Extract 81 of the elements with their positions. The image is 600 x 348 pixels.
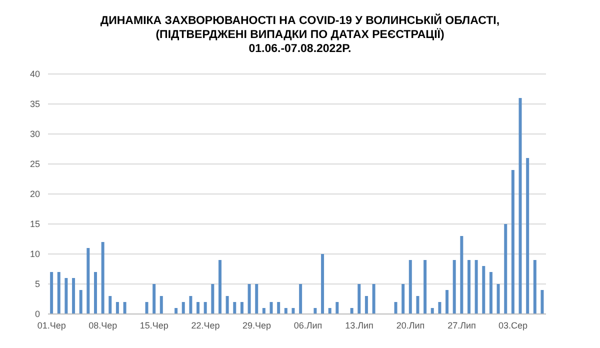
x-tick-label: 01.Чер	[37, 320, 66, 330]
bar	[482, 266, 486, 314]
bar	[182, 302, 185, 314]
bar	[358, 284, 361, 314]
bar	[511, 170, 514, 314]
bar	[504, 224, 508, 314]
bar	[270, 302, 273, 314]
bar	[540, 290, 544, 314]
bar	[402, 284, 405, 314]
bar	[196, 302, 200, 314]
x-tick-label: 27.Лип	[448, 320, 476, 330]
y-tick-label: 35	[30, 99, 40, 110]
bar	[496, 284, 500, 314]
bar	[372, 284, 376, 314]
bar	[204, 302, 207, 314]
bar	[408, 260, 412, 314]
bar	[416, 296, 420, 314]
x-tick-label: 29.Чер	[242, 320, 271, 330]
bar	[123, 302, 126, 314]
bar	[189, 296, 192, 314]
bar	[86, 248, 90, 314]
bar	[364, 296, 368, 314]
x-tick-label: 13.Лип	[345, 320, 374, 330]
bar	[489, 272, 492, 314]
bar	[226, 296, 229, 314]
y-tick-label: 25	[30, 159, 40, 170]
bar	[57, 272, 60, 314]
x-tick-label: 08.Чер	[88, 320, 118, 330]
y-tick-label: 10	[30, 249, 40, 260]
x-tick-label: 06.Лип	[294, 320, 322, 330]
bar	[152, 284, 156, 314]
bar	[64, 278, 68, 314]
x-tick-label: 20.Лип	[396, 320, 425, 330]
bar	[248, 284, 251, 314]
bar	[145, 302, 148, 314]
bar	[452, 260, 456, 314]
bar	[284, 308, 288, 314]
bar	[438, 302, 442, 314]
y-tick-label: 30	[30, 129, 40, 140]
bar	[314, 308, 317, 314]
bar	[424, 260, 427, 314]
bar	[292, 308, 295, 314]
bar	[72, 278, 76, 314]
bar	[277, 302, 280, 314]
bar	[233, 302, 236, 314]
bar	[474, 260, 478, 314]
bar	[328, 308, 332, 314]
y-tick-label: 20	[30, 189, 40, 200]
bar	[321, 254, 324, 314]
bar	[262, 308, 266, 314]
bar	[467, 260, 470, 314]
bar	[350, 308, 354, 314]
bar	[394, 302, 398, 314]
bar	[240, 302, 244, 314]
bar	[446, 290, 449, 314]
bar	[174, 308, 178, 314]
bar	[116, 302, 119, 314]
x-tick-label: 03.Сер	[498, 320, 528, 330]
bar	[218, 260, 222, 314]
bar	[336, 302, 339, 314]
y-tick-label: 0	[34, 309, 40, 320]
bar	[160, 296, 163, 314]
bar	[460, 236, 464, 314]
bar	[50, 272, 54, 314]
y-tick-label: 5	[34, 279, 40, 290]
x-tick-label: 15.Чер	[140, 320, 168, 330]
bar	[79, 290, 82, 314]
bar	[255, 284, 258, 314]
x-tick-label: 22.Чер	[191, 320, 220, 330]
bar	[101, 242, 104, 314]
bar	[518, 98, 522, 314]
bar	[299, 284, 302, 314]
bar	[94, 272, 97, 314]
bar	[430, 308, 434, 314]
bar	[211, 284, 214, 314]
bar	[526, 158, 530, 314]
y-tick-label: 40	[30, 69, 40, 80]
y-tick-label: 15	[30, 219, 40, 230]
bar	[533, 260, 536, 314]
bar	[108, 296, 112, 314]
chart-title: ДИНАМІКА ЗАХВОРЮВАНОСТІ НА COVID-19 У ВОЛИНСЬКІЙ ОБЛАСТІ, (ПІДТВЕРДЖЕНІ ВИПАДКИ ПО ДАТАХ РЕЄСТРАЦІЇ) 01.06.-07.08.2022Р.	[99, 12, 501, 57]
